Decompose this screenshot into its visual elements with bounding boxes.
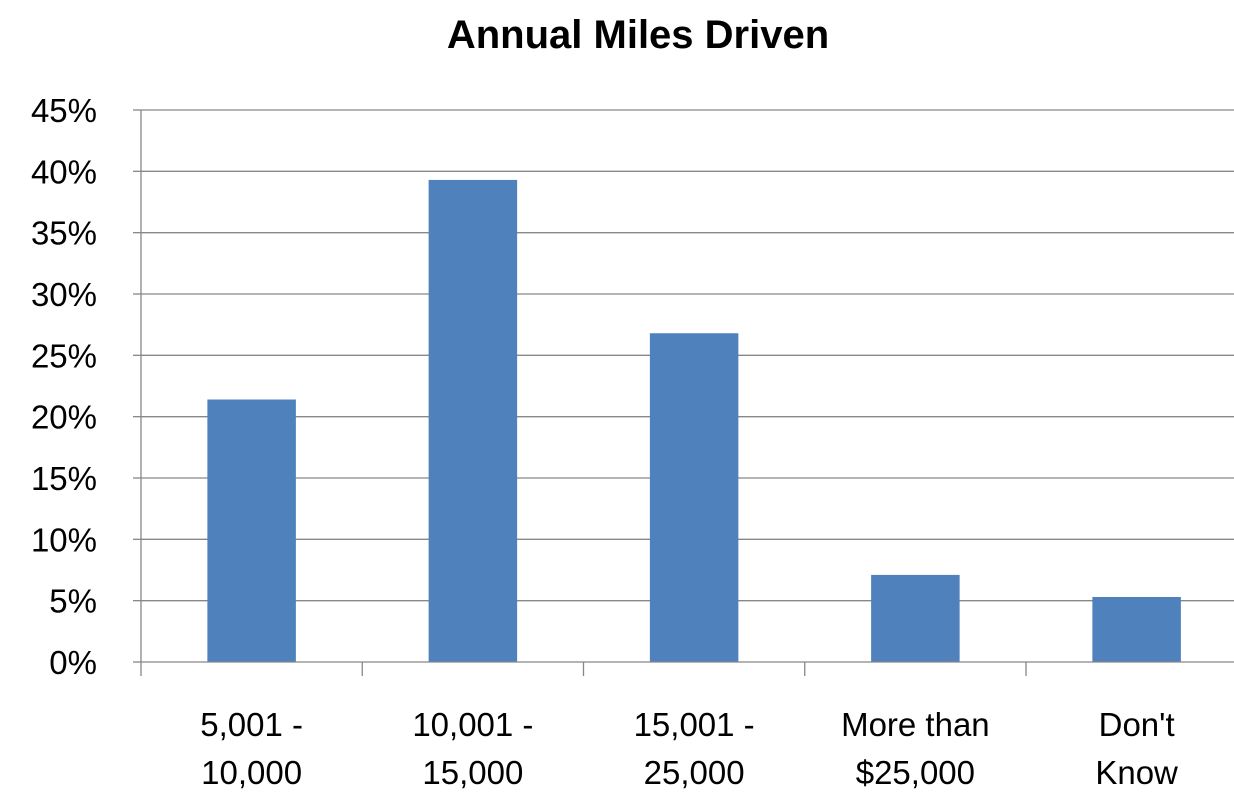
chart-title: Annual Miles Driven	[447, 13, 829, 57]
x-tick-label: Don't Know	[1095, 706, 1178, 791]
y-tick-label: 45%	[31, 92, 97, 129]
y-tick-label: 30%	[31, 276, 97, 313]
y-axis-ticks: 0% 5% 10% 15% 20% 25% 30% 35% 40% 45%	[31, 92, 97, 681]
x-tick-label: More than $25,000	[841, 706, 990, 791]
bar	[428, 179, 518, 663]
y-tick-label: 0%	[49, 644, 97, 681]
x-axis-ticks: 5,001 -10,000 10,001 -15,000 15,001 -25,00…	[200, 706, 1178, 791]
y-tick-label: 20%	[31, 399, 97, 436]
x-tick-label: 10,001 -15,000	[412, 706, 533, 791]
bar	[207, 399, 296, 662]
y-tick-label: 10%	[31, 521, 97, 558]
x-tick-label: 5,001 -10,000	[200, 706, 303, 791]
y-tick-label: 15%	[31, 460, 97, 497]
y-tick-label: 35%	[31, 215, 97, 252]
bars	[207, 179, 1181, 663]
y-tick-label: 40%	[31, 153, 97, 190]
bar	[871, 574, 960, 662]
bar	[1092, 596, 1181, 662]
y-tick-label: 5%	[49, 583, 97, 620]
y-tick-label: 25%	[31, 337, 97, 374]
axes	[133, 109, 1234, 676]
x-tick-label: 15,001 -25,000	[634, 706, 755, 791]
bar	[649, 333, 739, 662]
